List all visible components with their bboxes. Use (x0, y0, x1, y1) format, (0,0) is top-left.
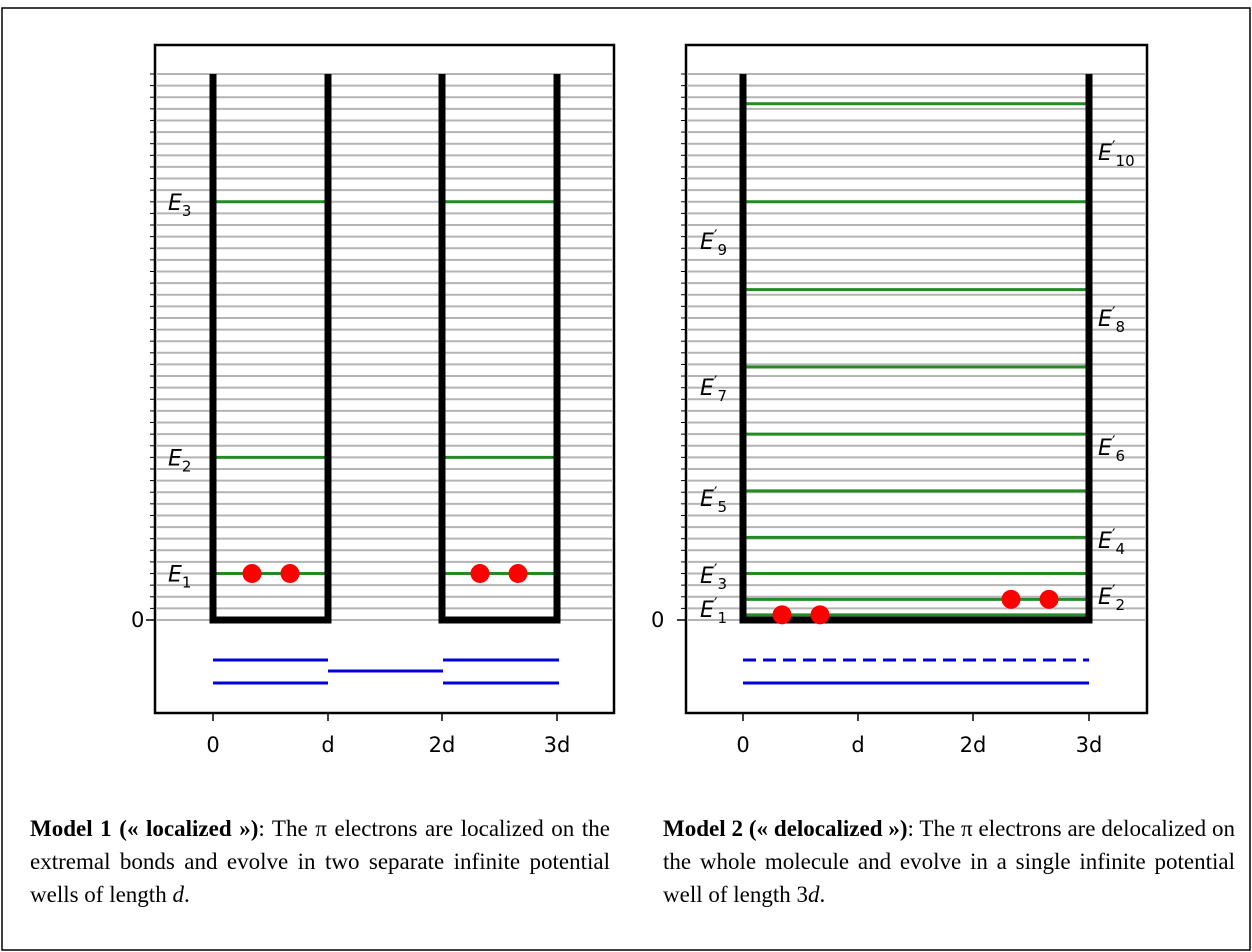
energy-level-label: E3 (168, 191, 191, 220)
electron-dot (242, 564, 262, 584)
electrons (772, 589, 1059, 625)
caption-model-tag: (« delocalized ») (748, 816, 908, 841)
energy-level-label: E1 (168, 563, 191, 592)
level-labels: E1 E2 E3 (168, 191, 191, 592)
y-zero-label: 0 (131, 608, 144, 632)
axes-box (153, 43, 616, 715)
caption-variable: d (172, 882, 184, 907)
potential-wells (209, 74, 561, 624)
electron-dot (810, 605, 830, 625)
grid-lines (157, 73, 612, 621)
x-axis-ticks: 0 d 2d 3d (206, 713, 570, 757)
figure-border (1, 7, 1251, 951)
energy-level-label: E′1 (700, 594, 727, 627)
electron-dot (772, 605, 792, 625)
electrons (242, 564, 528, 584)
caption-end: . (819, 882, 826, 907)
x-tick-label: 0 (206, 733, 219, 757)
energy-levels (743, 102, 1091, 617)
x-tick-label: 0 (736, 733, 749, 757)
potential-well (739, 74, 1093, 624)
energy-level-label: E′7 (700, 372, 727, 405)
well-walls (438, 74, 561, 624)
panel-delocalized: 0 d 2d 3d E′1 E′2 E′3 E′4 E′5 E′6 E′7 E′8 E′9 E′10 0 (651, 43, 1149, 757)
y-minor-ticks (677, 73, 686, 621)
well-walls (739, 74, 1093, 624)
electron-dot (508, 564, 528, 584)
energy-level-label: E′9 (700, 226, 727, 259)
energy-level-label: E′5 (700, 483, 727, 516)
x-tick-label: 2d (960, 733, 987, 757)
orbital-diagram (743, 658, 1089, 685)
x-tick-label: d (321, 733, 334, 757)
caption-text: : The π electrons are localized on the e… (30, 816, 610, 907)
electron-dot (1039, 589, 1059, 609)
caption-text: : The π electrons are delocalized on the… (663, 816, 1235, 907)
caption-model-1: Model 1 (« localized »): The π electrons… (30, 812, 610, 911)
electron-dot (280, 564, 300, 584)
energy-level-label: E′4 (1098, 525, 1125, 558)
x-tick-label: 2d (429, 733, 456, 757)
panel-localized: 0 d 2d 3d E1 E2 E3 0 (131, 43, 616, 757)
caption-model-title: Model 2 (663, 816, 743, 841)
energy-level-label: E′10 (1098, 137, 1135, 170)
energy-level-label: E′3 (700, 560, 727, 593)
caption-variable: d (808, 882, 820, 907)
x-tick-label: 3d (1076, 733, 1103, 757)
energy-level-label: E′6 (1098, 432, 1125, 465)
x-tick-label: d (851, 733, 864, 757)
y-minor-ticks (146, 73, 155, 621)
energy-level-label: E2 (168, 446, 191, 475)
x-tick-label: 3d (544, 733, 571, 757)
energy-levels (213, 200, 559, 576)
electron-dot (1001, 589, 1021, 609)
y-zero-label: 0 (651, 608, 664, 632)
caption-model-2: Model 2 (« delocalized »): The π electro… (663, 812, 1235, 911)
electron-dot (470, 564, 490, 584)
caption-model-title: Model 1 (30, 816, 112, 841)
caption-model-tag: (« localized ») (119, 816, 259, 841)
energy-level-label: E′2 (1098, 581, 1125, 614)
x-axis-ticks: 0 d 2d 3d (736, 713, 1102, 757)
orbital-diagram (213, 658, 559, 685)
well-walls (209, 74, 332, 624)
level-labels: E′1 E′2 E′3 E′4 E′5 E′6 E′7 E′8 E′9 E′10 (700, 137, 1135, 627)
energy-level-label: E′8 (1098, 303, 1125, 336)
axes-box (684, 43, 1149, 715)
caption-end: . (183, 882, 190, 907)
